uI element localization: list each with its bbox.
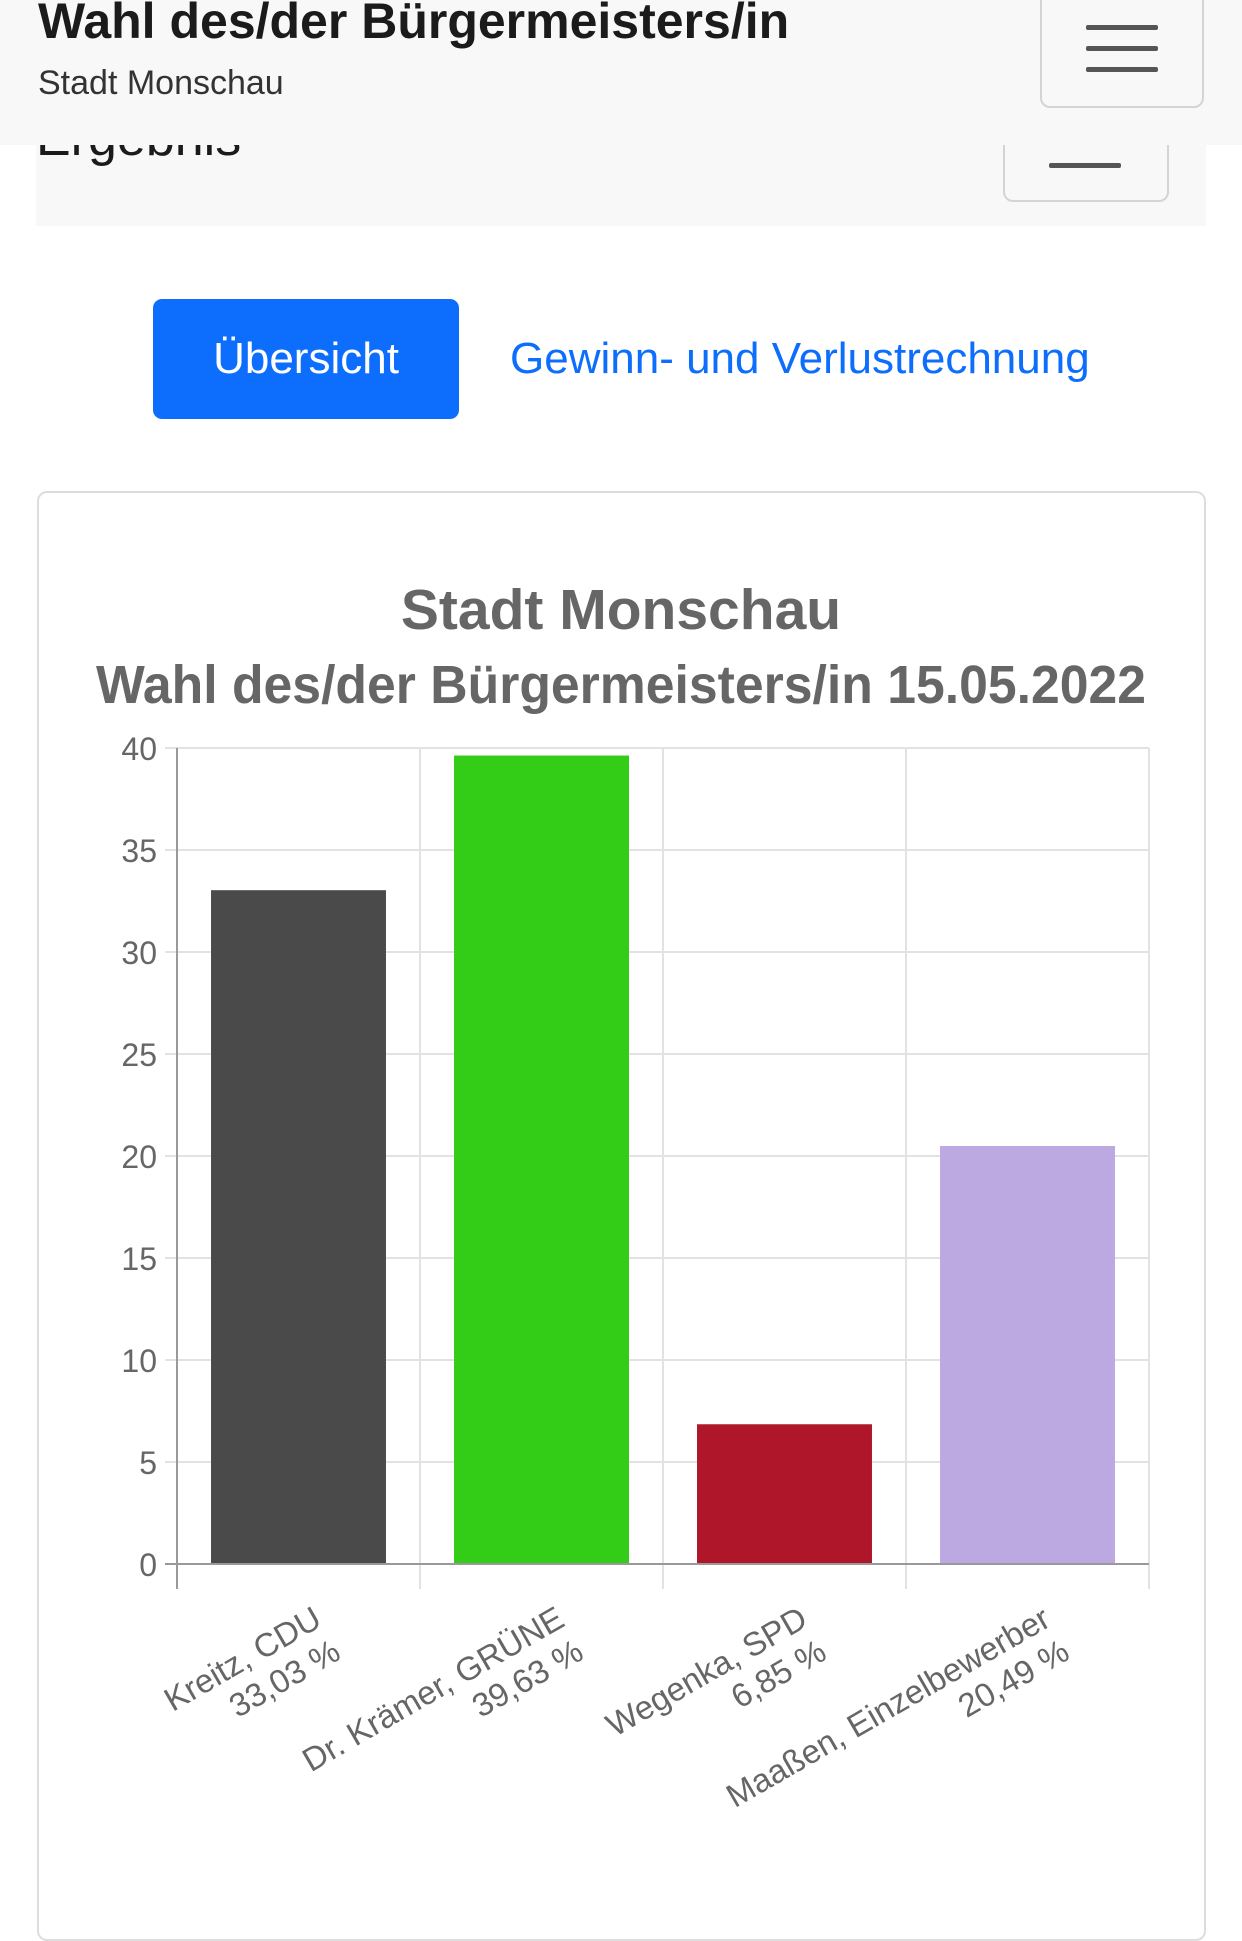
chart-title: Stadt Monschau bbox=[401, 578, 841, 642]
y-tick-label: 25 bbox=[121, 1037, 157, 1073]
y-tick-label: 15 bbox=[121, 1241, 157, 1277]
y-tick-label: 35 bbox=[121, 833, 157, 869]
hamburger-icon-bar bbox=[1086, 46, 1158, 51]
y-tick-label: 10 bbox=[121, 1343, 157, 1379]
page-subtitle: Stadt Monschau bbox=[38, 64, 284, 102]
tab-profit-loss[interactable]: Gewinn- und Verlustrechnung bbox=[510, 334, 1090, 383]
bar[interactable] bbox=[697, 1424, 872, 1564]
hamburger-icon-bar bbox=[1049, 163, 1121, 168]
chart-card: Stadt Monschau Wahl des/der Bürgermeiste… bbox=[37, 491, 1206, 1941]
y-tick-label: 0 bbox=[139, 1547, 157, 1583]
bar[interactable] bbox=[454, 755, 629, 1564]
chart-subtitle: Wahl des/der Bürgermeisters/in 15.05.202… bbox=[96, 655, 1146, 715]
page-title: Wahl des/der Bürgermeisters/in bbox=[38, 0, 790, 49]
hamburger-icon-bar bbox=[1086, 67, 1158, 72]
bar[interactable] bbox=[940, 1146, 1115, 1564]
y-tick-label: 20 bbox=[121, 1139, 157, 1175]
hamburger-icon bbox=[1086, 25, 1158, 30]
chart-bars bbox=[211, 755, 1115, 1564]
bar-chart: Stadt Monschau Wahl des/der Bürgermeiste… bbox=[96, 578, 1150, 1814]
y-tick-label: 5 bbox=[139, 1445, 157, 1481]
y-tick-label: 40 bbox=[121, 731, 157, 767]
menu-button[interactable] bbox=[1040, 0, 1204, 108]
top-header: Wahl des/der Bürgermeisters/in Stadt Mon… bbox=[0, 0, 1242, 145]
y-tick-label: 30 bbox=[121, 935, 157, 971]
bar[interactable] bbox=[211, 890, 386, 1564]
tab-overview[interactable]: Übersicht bbox=[153, 299, 459, 419]
